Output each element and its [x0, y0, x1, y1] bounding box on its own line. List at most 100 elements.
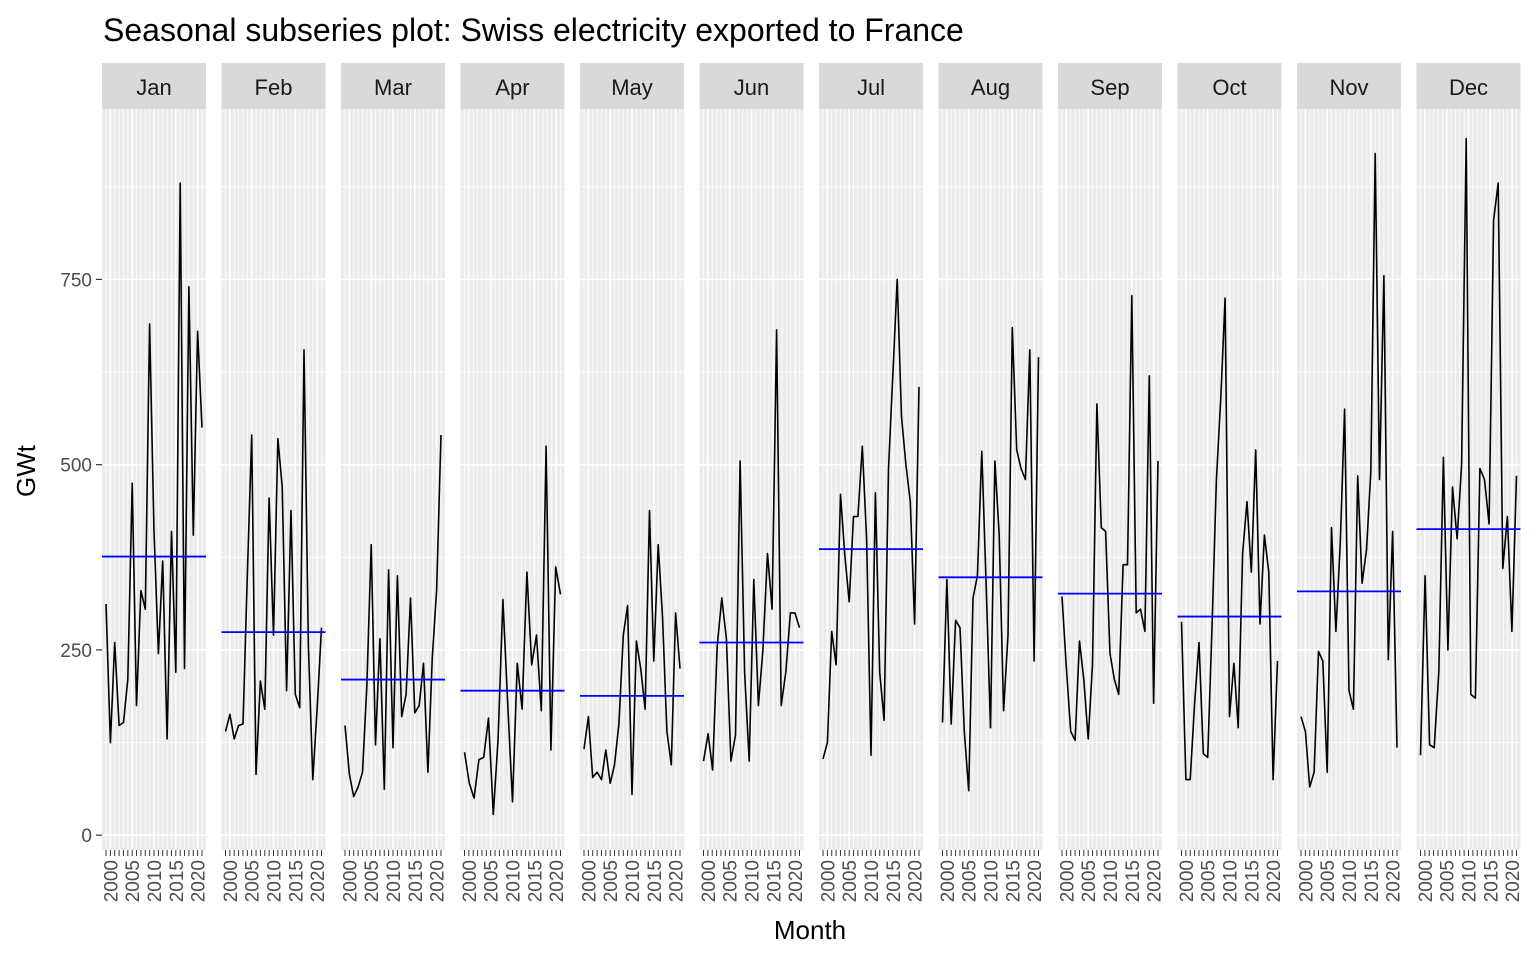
- x-tick-label: 2020: [308, 860, 329, 902]
- strip-label: Mar: [374, 75, 412, 100]
- x-tick-label: 2015: [764, 860, 785, 902]
- x-tick-label: 2020: [1145, 860, 1166, 902]
- x-tick-label: 2005: [1438, 860, 1459, 902]
- series-line: [463, 445, 562, 816]
- x-tick-label: 2005: [482, 860, 503, 902]
- x-tick-label: 2000: [340, 860, 361, 902]
- series-line: [105, 182, 203, 744]
- strip-background: [102, 63, 206, 109]
- x-tick-label: 2015: [525, 860, 546, 902]
- facet-panel-mar: Mar 2000 2005 2010 2015 2020: [340, 63, 449, 902]
- strip-label: Feb: [255, 75, 293, 100]
- strip-label: Oct: [1212, 75, 1246, 100]
- facet-panel-may: May 2000 2005 2010 2015 2020: [579, 63, 688, 902]
- facet-panel-feb: Feb 2000 2005 2010 2015 2020: [221, 63, 329, 902]
- y-tick-label: 0: [81, 826, 92, 847]
- x-tick-label: 2020: [189, 860, 210, 902]
- x-tick-label: 2020: [667, 860, 688, 902]
- x-tick-label: 2020: [1025, 860, 1046, 902]
- x-tick-label: 2005: [362, 860, 383, 902]
- x-tick-label: 2005: [960, 860, 981, 902]
- x-tick-label: 2000: [1177, 860, 1198, 902]
- x-tick-label: 2010: [743, 860, 764, 902]
- x-tick-label: 2015: [1242, 860, 1263, 902]
- strip-label: Apr: [495, 75, 529, 100]
- x-tick-label: 2020: [428, 860, 449, 902]
- series-line: [702, 328, 801, 771]
- x-tick-label: 2000: [221, 860, 242, 902]
- y-tick-label: 250: [60, 641, 92, 662]
- chart-title: Seasonal subseries plot: Swiss electrici…: [103, 12, 964, 48]
- x-tick-label: 2010: [1221, 860, 1242, 902]
- x-tick-label: 2020: [786, 860, 807, 902]
- strip-label: Aug: [971, 75, 1010, 100]
- strip-label: Jan: [136, 75, 171, 100]
- x-tick-label: 2005: [601, 860, 622, 902]
- x-tick-label: 2020: [906, 860, 927, 902]
- x-tick-label: 2005: [1318, 860, 1339, 902]
- strip-background: [221, 63, 326, 109]
- x-tick-label: 2010: [1340, 860, 1361, 902]
- x-tick-label: 2005: [123, 860, 144, 902]
- x-tick-label: 2015: [1362, 860, 1383, 902]
- x-tick-label: 2000: [818, 860, 839, 902]
- strip-background: [819, 63, 923, 109]
- x-tick-label: 2000: [1416, 860, 1437, 902]
- x-tick-label: 2005: [721, 860, 742, 902]
- strip-background: [341, 63, 445, 109]
- strip-label: Dec: [1449, 75, 1488, 100]
- strip-background: [1058, 63, 1162, 109]
- x-tick-label: 2010: [145, 860, 166, 902]
- x-tick-label: 2010: [982, 860, 1003, 902]
- facet-panel-jun: Jun 2000 2005 2010 2015 2020: [699, 63, 807, 902]
- facet-panel-aug: Aug 2000 2005 2010 2015 2020: [938, 63, 1046, 902]
- x-tick-label: 2020: [1384, 860, 1405, 902]
- x-tick-label: 2000: [460, 860, 481, 902]
- x-tick-label: 2005: [1199, 860, 1220, 902]
- x-tick-label: 2020: [1264, 860, 1285, 902]
- series-line: [1180, 297, 1279, 781]
- x-tick-label: 2015: [645, 860, 666, 902]
- strip-background: [1177, 63, 1282, 109]
- series-line: [344, 434, 442, 798]
- x-tick-label: 2010: [265, 860, 286, 902]
- x-tick-label: 2000: [1296, 860, 1317, 902]
- series-line: [224, 348, 323, 781]
- series-line: [583, 509, 681, 796]
- x-tick-label: 2000: [699, 860, 720, 902]
- strip-label: Nov: [1329, 75, 1368, 100]
- facet-panel-oct: Oct 2000 2005 2010 2015 2020: [1177, 63, 1285, 902]
- series-line: [1419, 137, 1518, 756]
- facet-panel-jul: Jul 2000 2005 2010 2015 2020: [818, 63, 927, 902]
- strip-background: [938, 63, 1043, 109]
- strip-background: [580, 63, 684, 109]
- x-tick-label: 2020: [547, 860, 568, 902]
- series-line: [941, 326, 1040, 792]
- x-tick-label: 2010: [1460, 860, 1481, 902]
- x-tick-label: 2015: [406, 860, 427, 902]
- x-tick-label: 2000: [938, 860, 959, 902]
- strip-background: [699, 63, 804, 109]
- strip-label: Jun: [734, 75, 769, 100]
- y-axis-title: GWt: [11, 444, 41, 497]
- series-line: [1300, 152, 1398, 788]
- facet-panel-sep: Sep 2000 2005 2010 2015 2020: [1057, 63, 1166, 902]
- x-tick-label: 2000: [579, 860, 600, 902]
- x-tick-label: 2005: [243, 860, 264, 902]
- x-tick-label: 2015: [167, 860, 188, 902]
- x-tick-label: 2015: [1123, 860, 1144, 902]
- strip-label: May: [611, 75, 653, 100]
- x-tick-label: 2010: [384, 860, 405, 902]
- series-line: [1061, 294, 1159, 742]
- facet-panel-nov: Nov 2000 2005 2010 2015 2020: [1296, 63, 1405, 902]
- x-tick-label: 2010: [862, 860, 883, 902]
- strip-background: [1297, 63, 1401, 109]
- x-tick-label: 2000: [101, 860, 122, 902]
- x-tick-label: 2015: [286, 860, 307, 902]
- y-tick-label: 750: [60, 270, 92, 291]
- x-tick-label: 2015: [1481, 860, 1502, 902]
- strip-label: Sep: [1090, 75, 1129, 100]
- x-tick-label: 2020: [1503, 860, 1524, 902]
